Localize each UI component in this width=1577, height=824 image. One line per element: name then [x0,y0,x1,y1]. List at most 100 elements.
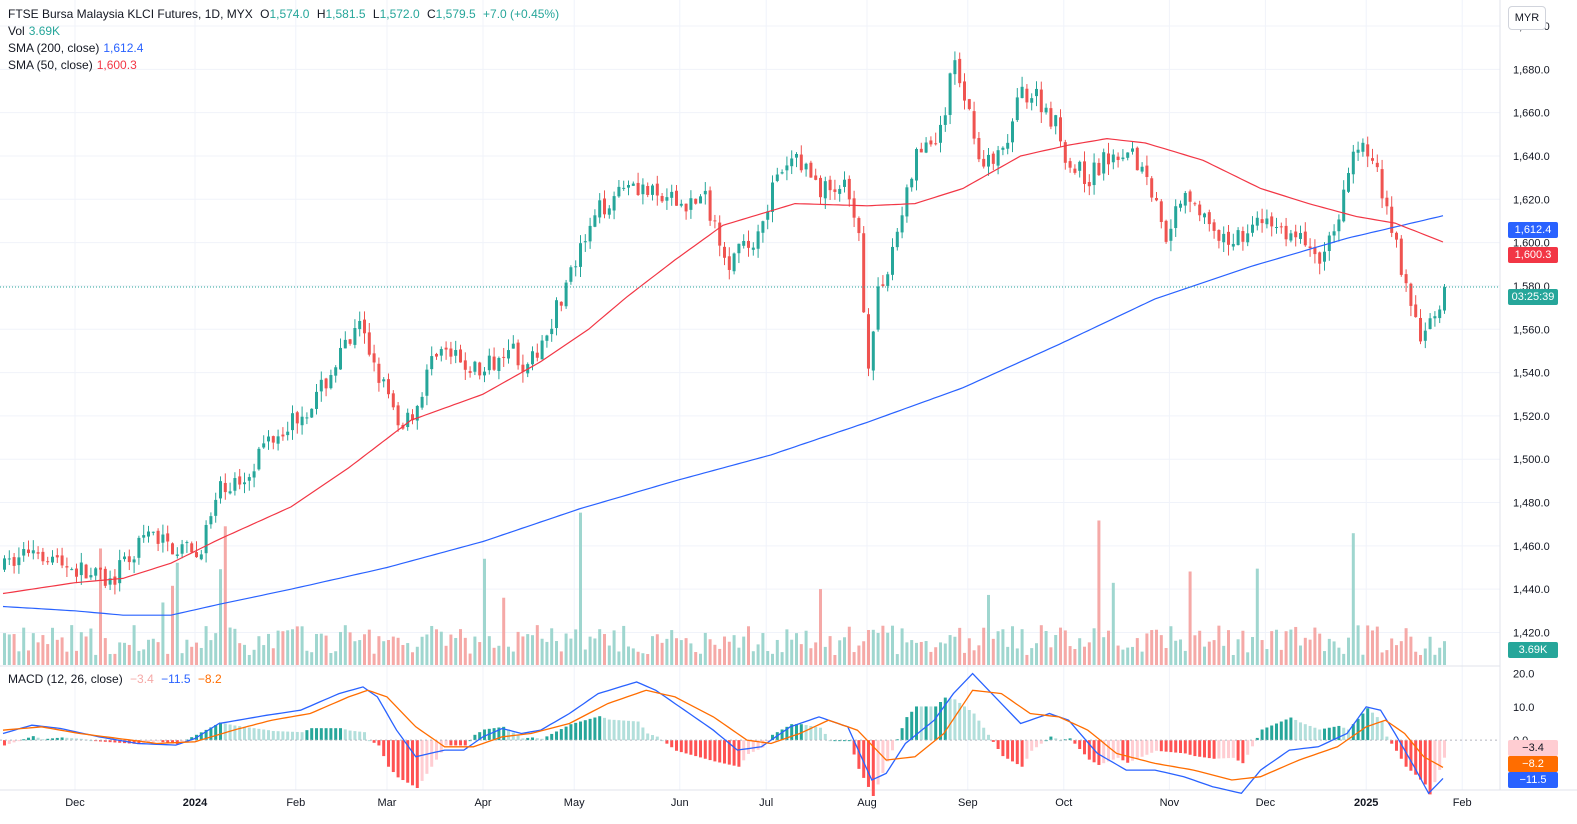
candle-body [996,150,1000,166]
histogram-bar [1198,740,1202,757]
histogram-bar [675,740,678,751]
volume-bar [17,651,21,665]
candle-body [1203,213,1206,218]
candle-body [1323,251,1326,262]
volume-bar [1399,641,1403,665]
volume-bar [1428,636,1432,665]
histogram-bar [751,740,755,752]
volume-bar [195,642,198,665]
candle-body [521,364,525,372]
volume-bar [617,651,621,665]
candle-body [895,231,899,248]
sma50-legend[interactable]: SMA (50, close) 1,600.3 [8,57,141,74]
histogram-bar [1174,740,1178,753]
histogram-bar [1236,740,1240,761]
candle-body [1428,318,1432,330]
volume-bar [483,558,486,665]
histogram-bar [1150,740,1154,753]
histogram-bar [665,740,669,744]
volume-bar [1193,635,1197,665]
candle-body [1183,192,1187,206]
macd-axis-labels: 20.010.00.0 [1513,669,1534,747]
histogram-bar [972,713,976,741]
histogram-bar [171,740,174,744]
volume-bar [891,625,894,665]
candle-body [646,186,650,195]
volume-bar [646,654,650,665]
histogram-bar [219,722,222,741]
volume-bar [934,647,938,665]
histogram-bar [689,740,693,755]
histogram-bar [1332,726,1336,741]
volume-bar [1068,646,1072,665]
candle-body [1279,226,1283,228]
histogram-bar [1303,724,1307,741]
candle-body [444,347,448,350]
candle-body [679,203,683,206]
volume-bar [1303,637,1307,665]
candle-body [1371,158,1374,161]
histogram-bar [1207,740,1211,759]
volume-bar [862,641,866,665]
volume-bar [943,643,947,665]
candle-body [454,350,458,356]
volume-bar [449,634,453,665]
sma200-legend[interactable]: SMA (200, close) 1,612.4 [8,40,147,57]
histogram-bar [372,740,376,743]
candle-body [1265,218,1269,225]
candle-body [670,191,674,198]
histogram-bar [1049,736,1053,741]
currency-button[interactable]: MYR [1508,6,1546,30]
candle-body [17,557,21,566]
candle-body [598,200,602,218]
candle-body [204,524,208,554]
histogram-bar [1020,740,1024,767]
candle-body [1375,162,1379,168]
symbol-title[interactable]: FTSE Bursa Malaysia KLCI Futures, 1D, MY… [8,7,253,21]
volume-bar [94,654,98,665]
volume-bar [1131,646,1134,665]
volume-bar [502,597,506,665]
candle-body [631,183,635,186]
countdown-badge: 03:25:39 [1508,289,1558,305]
histogram-bar [1025,740,1029,759]
candle-body [1083,161,1086,184]
histogram-bar [1169,740,1173,753]
histogram-bar [75,738,78,741]
volume-bar [305,650,309,665]
volume-bar [358,640,362,665]
time-tick-label: 2024 [183,797,208,809]
volume-bar [1063,630,1067,665]
volume-bar [228,627,232,665]
macd-hist-value: −3.4 [130,672,154,686]
macd-line-badge: −11.5 [1508,772,1558,788]
time-tick-label: Jun [671,797,689,809]
macd-legend[interactable]: MACD (12, 26, close) −3.4 −11.5 −8.2 [8,672,226,686]
volume-bar [387,640,390,665]
histogram-bar [569,724,573,741]
volume-bar [1030,648,1034,665]
candle-body [151,531,155,533]
candle-body [1073,168,1077,173]
candle-body [22,549,26,556]
histogram-bar [286,731,290,741]
close-label: C [426,7,436,21]
volume-bar [1433,654,1437,665]
volume-legend[interactable]: Vol 3.69K [8,23,64,40]
candle-body [1409,283,1413,306]
candle-body [1399,238,1403,275]
histogram-bar [1356,718,1360,741]
volume-bar [1414,651,1418,665]
candle-body [1284,225,1288,240]
volume-bar [300,626,304,665]
candle-body [982,158,986,167]
volume-bar [1150,630,1154,665]
volume-bar [142,649,146,665]
volume-bar [123,642,126,665]
volume-bar [665,638,669,665]
sma200-value: 1,612.4 [103,41,144,55]
volume-bar [1342,653,1346,665]
candle-body [1044,107,1048,113]
volume-bar [1135,638,1139,665]
